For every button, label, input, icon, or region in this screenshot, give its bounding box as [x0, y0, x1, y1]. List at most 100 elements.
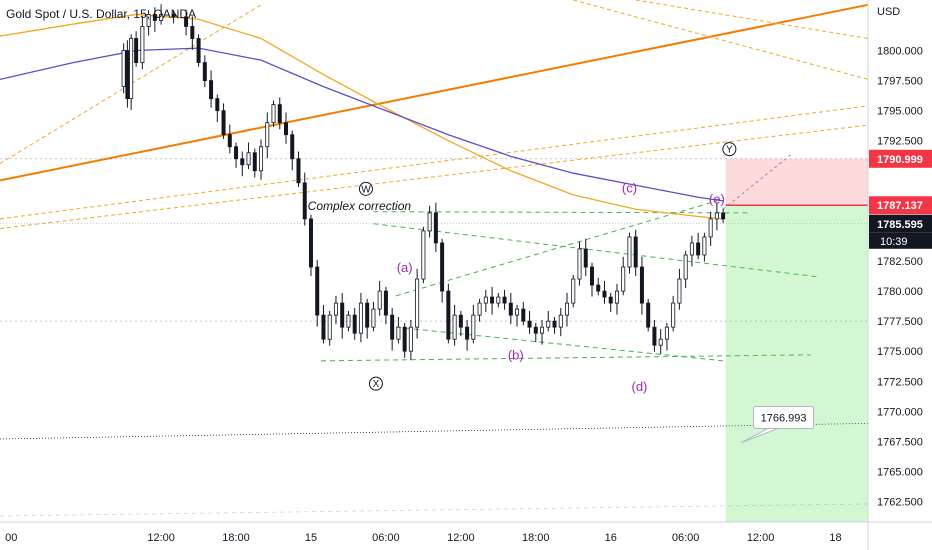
candle-body [533, 326, 538, 334]
candle-body [565, 302, 570, 316]
price-badge [869, 196, 932, 215]
candle-body [427, 212, 432, 232]
price-badge-text: 1785.595 [877, 219, 923, 231]
candle-body [333, 302, 338, 316]
candle-body [552, 320, 557, 328]
wave-label: (a) [397, 260, 413, 275]
candle-body [327, 314, 332, 340]
candle-body [546, 320, 551, 328]
candle-body [627, 236, 632, 268]
candle-body [515, 308, 520, 316]
candle-body [290, 134, 295, 160]
candle-body [415, 278, 420, 328]
trend-lines[interactable] [0, 0, 869, 362]
candle-body [465, 326, 470, 340]
x-tick-label: 06:00 [372, 532, 400, 544]
y-tick-label: 1782.500 [877, 256, 923, 268]
x-tick-label: 12:00 [147, 532, 175, 544]
candle-body [614, 290, 619, 304]
y-tick-label: 1772.500 [877, 376, 923, 388]
candle-body [402, 326, 407, 352]
candle-body [527, 320, 532, 328]
x-tick-label: 18:00 [222, 532, 250, 544]
countdown-badge [869, 232, 932, 249]
candle-body [496, 296, 501, 304]
take-profit-zone[interactable] [725, 205, 868, 522]
channel-line[interactable] [395, 200, 718, 297]
channel-line[interactable] [395, 326, 724, 362]
candle-body [296, 158, 301, 184]
candle-body [196, 38, 201, 63]
candle-body [265, 122, 270, 148]
wave-labels: (a) (b) (c) (d) (e) W X Y Complex correction 1766… [308, 142, 815, 444]
candle-body [440, 242, 445, 292]
candle-body [246, 152, 251, 166]
candle-body [689, 242, 694, 256]
wave-label: (c) [622, 180, 637, 195]
candle-body [446, 290, 451, 340]
position-tool[interactable] [725, 158, 868, 522]
trend-line-dashed[interactable] [0, 105, 869, 220]
candle-body [390, 314, 395, 340]
circle-marker [368, 376, 383, 391]
candle-body [633, 236, 638, 268]
candle-body [259, 146, 264, 172]
callout-box[interactable] [753, 406, 815, 430]
circle-marker [722, 142, 737, 157]
candle-body [121, 50, 126, 87]
candle-body [190, 26, 195, 39]
trend-line[interactable] [0, 3, 869, 182]
candle-body [140, 26, 145, 63]
candle-body [358, 302, 363, 334]
x-tick-label: 06:00 [672, 532, 700, 544]
candle-body [596, 284, 601, 292]
candle-body [252, 152, 257, 172]
x-tick-label: 16 [605, 532, 617, 544]
candle-body [471, 314, 476, 340]
candle-body [396, 326, 401, 340]
trend-line-dashed[interactable] [635, 0, 869, 39]
x-tick-label: 18:00 [522, 532, 550, 544]
candle-body [315, 266, 320, 316]
chart-title: Gold Spot / U.S. Dollar, 15, OANDA [6, 7, 196, 21]
candle-body [340, 302, 345, 328]
candle-body [159, 14, 164, 21]
price-badge [869, 149, 932, 168]
candle-body [234, 146, 239, 160]
candle-body [490, 296, 495, 304]
stop-loss-zone[interactable] [725, 158, 868, 206]
candle-body [577, 248, 582, 280]
grid-layer [0, 158, 869, 517]
y-tick-label: 1795.000 [877, 106, 923, 118]
candle-body [408, 326, 413, 352]
candle-body [646, 302, 651, 328]
trend-line-dashed[interactable] [573, 0, 869, 80]
candle-body [421, 230, 426, 280]
candle-body [708, 218, 713, 238]
candle-body [639, 266, 644, 304]
price-badge [869, 214, 932, 233]
trend-line-dashed[interactable] [0, 124, 869, 230]
candle-body [658, 338, 663, 346]
candle-body [202, 62, 207, 81]
guide-line [0, 422, 869, 440]
candle-body [209, 80, 214, 100]
channel-line[interactable] [373, 223, 817, 278]
y-tick-label: 1775.000 [877, 346, 923, 358]
countdown-text: 10:39 [880, 236, 908, 248]
candle-body [558, 314, 563, 328]
circle-label: W [361, 184, 371, 195]
candle-body [589, 266, 594, 286]
wave-label: (d) [632, 379, 648, 394]
candle-body [502, 296, 507, 304]
channel-line[interactable] [320, 354, 811, 362]
projection-line[interactable] [722, 153, 793, 210]
trend-line-dashed[interactable] [0, 4, 262, 165]
candle-body [146, 14, 151, 27]
candles [121, 4, 726, 361]
x-tick-label: 12:00 [747, 532, 775, 544]
y-tick-label: 1797.500 [877, 76, 923, 88]
candle-body [302, 182, 307, 220]
candle-body [134, 38, 139, 63]
